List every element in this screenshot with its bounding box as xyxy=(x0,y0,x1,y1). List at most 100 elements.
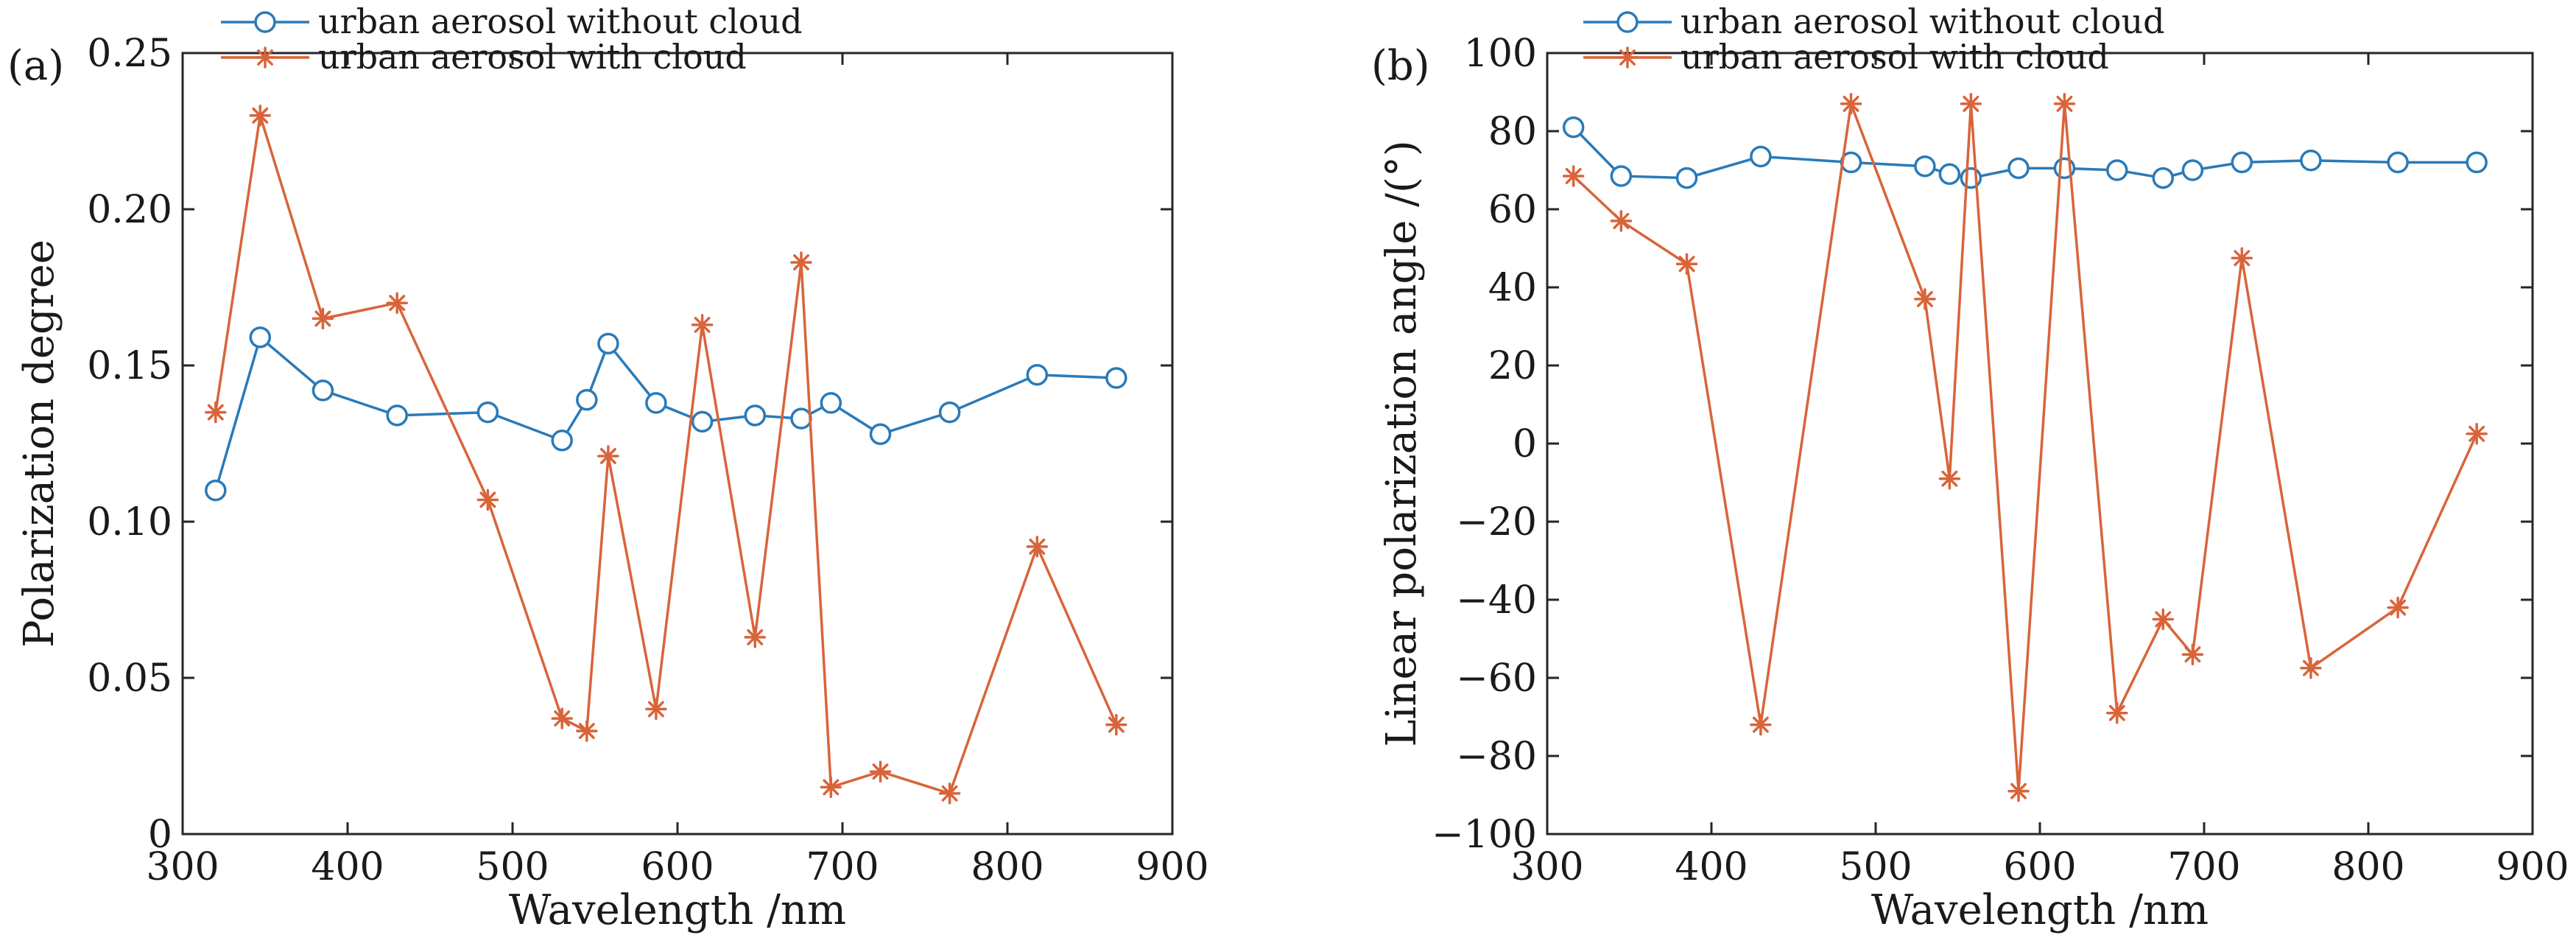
data-point-circle xyxy=(551,430,573,452)
data-point-circle xyxy=(2106,159,2128,181)
data-point-circle xyxy=(645,392,667,414)
y-tick-label: 60 xyxy=(1488,188,1537,232)
asterisk-stroke xyxy=(1916,290,1933,307)
data-point-asterisk xyxy=(2231,247,2253,269)
data-point-circle xyxy=(476,401,499,424)
asterisk-stroke xyxy=(389,295,406,312)
data-point-asterisk xyxy=(2387,596,2409,619)
data-point-circle xyxy=(820,392,842,414)
data-point-circle xyxy=(869,423,892,446)
data-point-asterisk xyxy=(386,292,408,314)
data-point-circle xyxy=(2152,167,2174,189)
data-point-asterisk xyxy=(2466,423,2488,445)
x-tick-label: 500 xyxy=(476,845,549,889)
series-with-cloud xyxy=(205,105,1127,805)
data-point-asterisk xyxy=(1750,713,1772,736)
series-without-cloud xyxy=(205,326,1127,502)
asterisk-stroke xyxy=(2390,599,2407,616)
asterisk-stroke xyxy=(599,448,616,464)
asterisk-stroke xyxy=(2108,704,2125,721)
legend-entry-with-cloud: urban aerosol with cloud xyxy=(1583,37,2109,77)
panel-label: (b) xyxy=(1371,42,1430,90)
x-tick-label: 800 xyxy=(971,845,1044,889)
data-point-asterisk xyxy=(597,445,619,467)
x-tick-label: 900 xyxy=(2496,845,2569,889)
y-tick-label: 0.25 xyxy=(87,32,172,76)
asterisk-stroke xyxy=(1843,95,1859,112)
asterisk-stroke xyxy=(578,723,595,740)
data-point-circle xyxy=(1105,367,1127,389)
x-tick-label: 900 xyxy=(1136,845,1208,889)
axes-frame xyxy=(1546,52,2534,836)
x-tick-label: 600 xyxy=(641,845,714,889)
y-tick-label: 0.05 xyxy=(87,656,172,701)
data-point-circle xyxy=(312,379,334,402)
data-point-circle xyxy=(2181,159,2204,181)
series-without-cloud xyxy=(1562,116,2488,189)
legend-entry-without-cloud: urban aerosol without cloud xyxy=(221,1,803,41)
series-line xyxy=(214,335,1116,491)
asterisk-stroke xyxy=(1941,470,1958,487)
y-tick-label: 40 xyxy=(1488,266,1537,310)
data-point-circle xyxy=(249,326,272,349)
asterisk-stroke xyxy=(479,491,496,508)
data-point-asterisk xyxy=(744,626,767,648)
asterisk-stroke xyxy=(1029,538,1046,555)
y-axis-label: Linear polarization angle /(°) xyxy=(1378,140,1426,746)
asterisk-stroke xyxy=(793,254,809,271)
data-point-circle xyxy=(1610,165,1633,187)
legend-label: urban aerosol without cloud xyxy=(318,1,803,41)
asterisk-stroke xyxy=(1678,256,1695,273)
data-point-asterisk xyxy=(1610,210,1633,232)
data-point-asterisk xyxy=(1938,467,1961,490)
data-point-circle xyxy=(205,479,227,502)
data-point-asterisk xyxy=(2300,657,2322,679)
y-tick-label: 0.15 xyxy=(87,344,172,388)
data-point-asterisk xyxy=(2152,608,2174,631)
data-point-circle xyxy=(2231,151,2253,174)
asterisk-stroke xyxy=(1619,49,1636,66)
asterisk-stroke xyxy=(207,404,224,421)
data-point-asterisk xyxy=(645,698,667,721)
y-tick-label: 20 xyxy=(1488,344,1537,388)
data-point-asterisk xyxy=(551,707,573,729)
x-tick-label: 700 xyxy=(2167,845,2240,889)
asterisk-stroke xyxy=(2468,425,2485,442)
y-tick-label: 0 xyxy=(148,813,172,857)
legend-marker-circle xyxy=(254,11,276,33)
asterisk-stroke xyxy=(257,49,273,66)
data-point-circle xyxy=(1562,116,1585,139)
data-point-circle xyxy=(2387,151,2409,174)
x-tick-label: 300 xyxy=(1510,845,1583,889)
y-tick-label: 100 xyxy=(1464,32,1537,76)
data-point-circle xyxy=(386,405,408,427)
asterisk-stroke xyxy=(1963,95,1979,112)
x-axis-label: Wavelength /nm xyxy=(1871,886,2209,934)
data-point-asterisk xyxy=(1675,253,1698,275)
asterisk-stroke xyxy=(2234,250,2251,267)
y-tick-label: −20 xyxy=(1456,500,1537,544)
asterisk-stroke xyxy=(252,107,269,124)
data-point-asterisk xyxy=(1562,165,1585,187)
data-point-circle xyxy=(790,407,812,430)
data-point-asterisk xyxy=(938,782,961,805)
series-line xyxy=(1572,98,2478,791)
data-point-circle xyxy=(1675,167,1698,189)
series-line xyxy=(214,115,1118,796)
data-point-asterisk xyxy=(2181,643,2204,665)
data-point-circle xyxy=(691,410,714,433)
asterisk-stroke xyxy=(647,701,664,718)
data-point-circle xyxy=(938,401,961,424)
data-point-asterisk xyxy=(869,760,892,782)
y-tick-label: −80 xyxy=(1456,735,1537,779)
asterisk-stroke xyxy=(747,628,764,645)
x-axis-label: Wavelength /nm xyxy=(509,886,846,934)
asterisk-stroke xyxy=(2056,95,2073,112)
x-tick-label: 300 xyxy=(146,845,219,889)
data-point-circle xyxy=(2007,157,2030,180)
x-tick-label: 500 xyxy=(1839,845,1912,889)
y-tick-label: 0 xyxy=(1513,422,1537,466)
data-point-asterisk xyxy=(2106,701,2128,724)
data-point-asterisk xyxy=(790,251,812,273)
data-point-asterisk xyxy=(205,401,227,424)
